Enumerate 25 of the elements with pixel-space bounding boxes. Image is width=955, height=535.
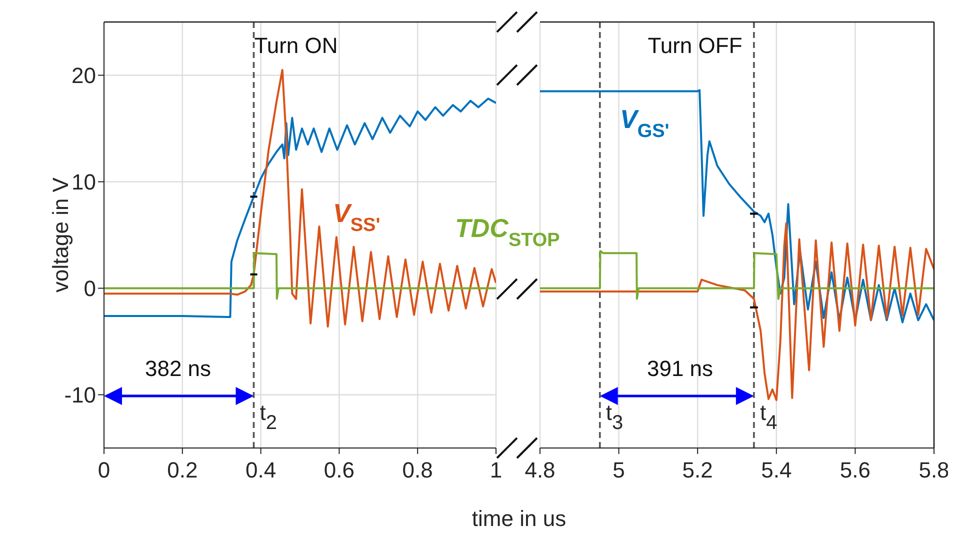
x-tick-label: 0.4: [246, 458, 276, 483]
x-tick-label: 1: [490, 458, 502, 483]
annotation: Turn OFF: [648, 33, 742, 58]
x-tick-label: 5.6: [840, 458, 870, 483]
x-tick-label: 5.4: [761, 458, 792, 483]
line-series: [104, 252, 496, 300]
x-tick-label: 5.8: [918, 458, 950, 483]
x-tick-label: 4.8: [524, 458, 556, 483]
y-axis-title: voltage in V: [48, 177, 73, 292]
x-axis-title: time in us: [472, 506, 566, 531]
annotation: 391 ns: [646, 356, 714, 381]
x-tick-label: 0.8: [402, 458, 433, 483]
y-tick-label: 10: [72, 170, 96, 195]
x-tick-label: 5: [612, 458, 625, 483]
series-label: V$_{GS'}$: [620, 104, 670, 142]
series-label: TDC$_{STOP}$: [455, 213, 560, 251]
y-tick-label: 0: [84, 276, 96, 302]
y-tick-label: -10: [64, 382, 96, 408]
x-tick-label: 0.2: [167, 458, 198, 483]
annotation: 382 ns: [144, 356, 212, 381]
y-tick-label: 20: [72, 63, 96, 88]
series-label: V$_{SS'}$: [333, 198, 380, 236]
x-tick-label: 5.2: [682, 458, 713, 483]
annotation: Turn ON: [254, 33, 338, 58]
x-tick-label: 0.6: [324, 458, 354, 483]
